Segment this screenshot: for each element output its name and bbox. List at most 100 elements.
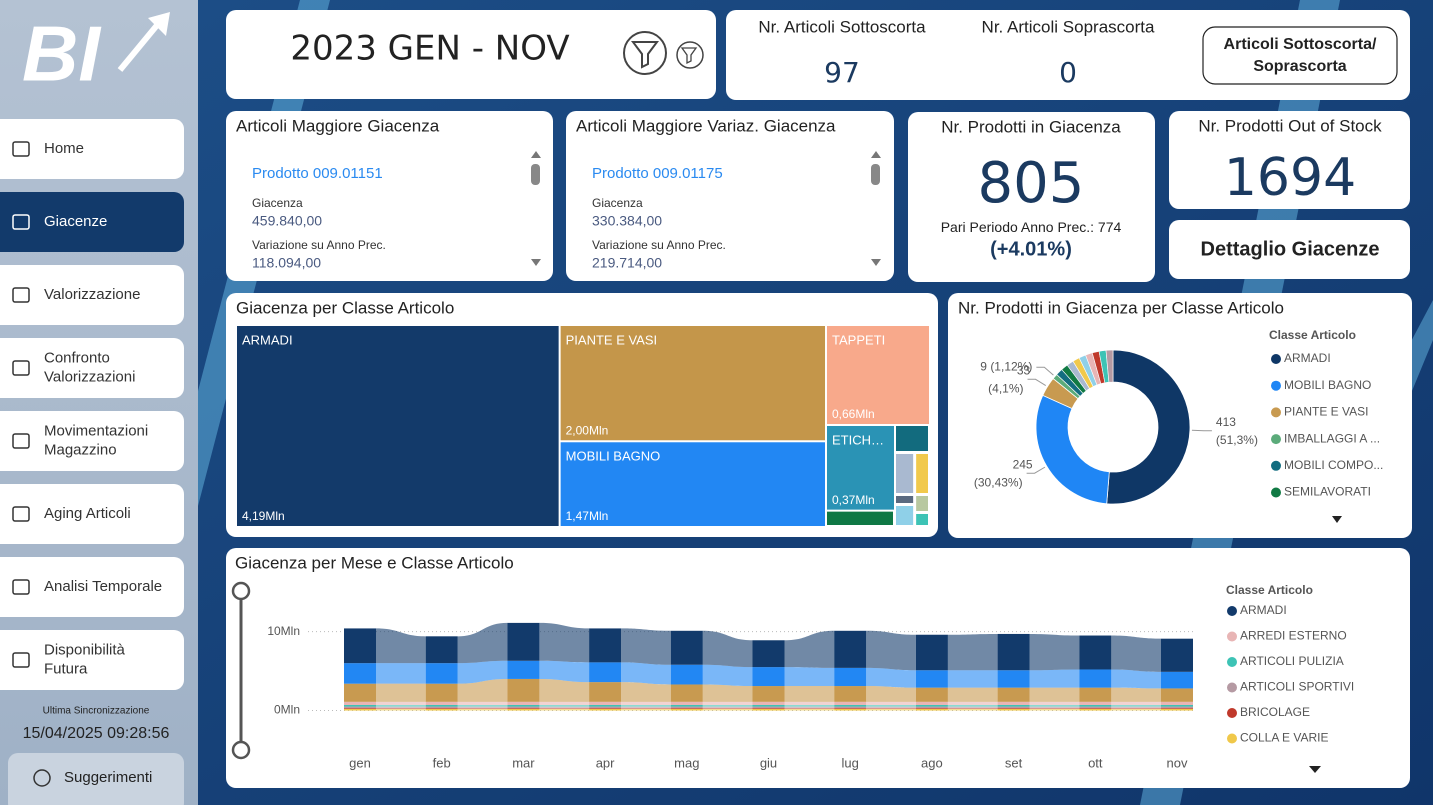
ribbon-bar[interactable] [1079, 705, 1112, 707]
ribbon-bar[interactable] [834, 708, 867, 711]
ribbon-bar[interactable] [1079, 706, 1112, 709]
legend-label[interactable]: COLLA E VARIE [1240, 731, 1328, 745]
ribbon-bar[interactable] [344, 708, 376, 709]
ribbon-bar[interactable] [915, 670, 948, 688]
nav-button[interactable]: Disponibilità Futura [0, 630, 184, 690]
ribbon-bar[interactable] [425, 663, 458, 684]
scroll-up[interactable] [531, 151, 541, 158]
scroll-thumb[interactable] [531, 164, 540, 185]
nav-label[interactable]: Movimentazioni [44, 422, 148, 439]
scroll-thumb[interactable] [871, 164, 880, 185]
nav-label[interactable]: Home [44, 140, 84, 157]
ribbon-bar[interactable] [1161, 638, 1193, 672]
ribbon-bar[interactable] [589, 662, 622, 683]
ribbon-bar[interactable] [344, 663, 376, 684]
nav-label[interactable]: Aging Articoli [44, 505, 131, 522]
button-label[interactable]: Soprascorta [1253, 58, 1346, 75]
legend-label[interactable]: BRICOLAGE [1240, 705, 1310, 719]
ribbon-bar[interactable] [344, 705, 376, 707]
ribbon-bar[interactable] [752, 706, 785, 709]
ribbon-bar[interactable] [589, 628, 622, 663]
nav-label[interactable]: Giacenze [44, 213, 107, 230]
nav-label[interactable]: Disponibilità [44, 641, 126, 658]
ribbon-bar[interactable] [834, 701, 867, 705]
stock-level-button[interactable]: Articoli Sottoscorta/ Soprascorta [1202, 26, 1398, 85]
ribbon-bar[interactable] [1079, 708, 1112, 711]
ribbon-bar[interactable] [997, 706, 1030, 709]
nav-button-bg[interactable] [0, 338, 184, 398]
ribbon-bar[interactable] [1161, 708, 1193, 711]
ribbon-bar[interactable] [1079, 687, 1112, 702]
legend-scroll[interactable] [1332, 516, 1342, 523]
ribbon-bar[interactable] [752, 708, 785, 709]
button-label[interactable]: Articoli Sottoscorta/ [1224, 36, 1377, 53]
detail-button[interactable]: Dettaglio Giacenze [1169, 220, 1410, 279]
ribbon-bar[interactable] [344, 708, 376, 711]
treemap-tile[interactable] [827, 426, 894, 510]
list-item[interactable]: Prodotto 009.01151 [252, 165, 383, 182]
ribbon-bar[interactable] [589, 706, 622, 709]
ribbon-bar[interactable] [344, 701, 376, 705]
ribbon-bar[interactable] [425, 705, 458, 707]
legend-label[interactable]: IMBALLAGGI A ... [1284, 431, 1380, 445]
ribbon-bar[interactable] [997, 633, 1030, 671]
button-label[interactable]: Dettaglio Giacenze [1201, 238, 1380, 260]
ribbon-bar[interactable] [670, 701, 703, 705]
nav-button-bg[interactable] [0, 411, 184, 471]
nav-button[interactable]: Movimentazioni Magazzino [0, 411, 184, 471]
treemap-tile[interactable] [560, 442, 825, 526]
ribbon-bar[interactable] [507, 622, 540, 661]
ribbon-bar[interactable] [1161, 671, 1193, 689]
help-label[interactable]: Suggerimenti [64, 769, 152, 786]
ribbon-bar[interactable] [915, 701, 948, 705]
ribbon-bar[interactable] [752, 701, 785, 705]
ribbon-bar[interactable] [344, 628, 376, 664]
ribbon-bar[interactable] [834, 667, 867, 687]
ribbon-bar[interactable] [997, 670, 1030, 688]
nav-button-bg[interactable] [0, 192, 184, 252]
ribbon-bar[interactable] [507, 701, 540, 705]
clear-filter-icon[interactable] [676, 41, 704, 69]
treemap-tile[interactable] [827, 326, 929, 424]
ribbon-bar[interactable] [589, 705, 622, 707]
legend-scroll[interactable] [1309, 766, 1321, 773]
nav-button-bg[interactable] [0, 557, 184, 617]
ribbon-bar[interactable] [507, 708, 540, 709]
ribbon-bar[interactable] [752, 686, 785, 702]
ribbon-bar[interactable] [507, 678, 540, 702]
ribbon-bar[interactable] [344, 706, 376, 709]
ribbon-bar[interactable] [997, 708, 1030, 709]
legend-label[interactable]: ARTICOLI SPORTIVI [1240, 680, 1354, 694]
ribbon-bar[interactable] [1079, 635, 1112, 670]
nav-button-bg[interactable] [0, 265, 184, 325]
ribbon-bar[interactable] [834, 706, 867, 709]
ribbon-bar[interactable] [589, 701, 622, 705]
legend-label[interactable]: ARTICOLI PULIZIA [1240, 654, 1344, 668]
ribbon-bar[interactable] [752, 708, 785, 711]
ribbon-bar[interactable] [670, 630, 703, 665]
ribbon-bar[interactable] [834, 705, 867, 707]
ribbon-bar[interactable] [834, 686, 867, 702]
nav-button[interactable]: Aging Articoli [0, 484, 184, 544]
ribbon-bar[interactable] [915, 708, 948, 711]
ribbon-bar[interactable] [915, 687, 948, 702]
ribbon-bar[interactable] [507, 660, 540, 679]
ribbon-bar[interactable] [834, 630, 867, 668]
ribbon-bar[interactable] [1079, 708, 1112, 709]
nav-label[interactable]: Confronto [44, 349, 110, 366]
legend-label[interactable]: MOBILI COMPO... [1284, 458, 1383, 472]
ribbon-bar[interactable] [997, 705, 1030, 707]
ribbon-bar[interactable] [997, 701, 1030, 705]
ribbon-bar[interactable] [425, 701, 458, 705]
ribbon-bar[interactable] [507, 706, 540, 709]
nav-button[interactable]: Giacenze [0, 192, 184, 252]
ribbon-bar[interactable] [344, 683, 376, 702]
button-bg[interactable] [1202, 26, 1398, 85]
nav-button[interactable]: Analisi Temporale [0, 557, 184, 617]
ribbon-bar[interactable] [1161, 705, 1193, 707]
donut-slice[interactable] [1035, 394, 1110, 505]
nav-button-bg[interactable] [0, 630, 184, 690]
ribbon-bar[interactable] [670, 706, 703, 709]
ribbon-bar[interactable] [425, 636, 458, 664]
button-bg[interactable] [1169, 220, 1410, 279]
